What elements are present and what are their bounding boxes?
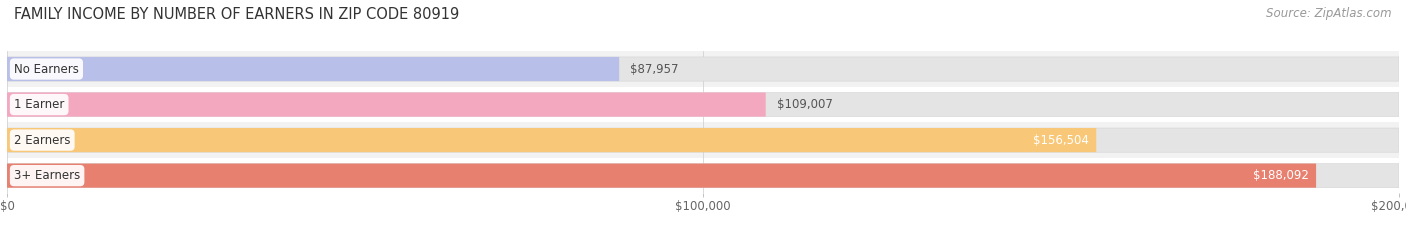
Text: $87,957: $87,957: [630, 62, 679, 75]
Text: No Earners: No Earners: [14, 62, 79, 75]
Text: $109,007: $109,007: [778, 98, 832, 111]
FancyBboxPatch shape: [7, 93, 1399, 117]
FancyBboxPatch shape: [7, 158, 1399, 193]
FancyBboxPatch shape: [7, 164, 1399, 188]
FancyBboxPatch shape: [7, 87, 1399, 122]
FancyBboxPatch shape: [7, 93, 766, 117]
FancyBboxPatch shape: [7, 128, 1097, 152]
FancyBboxPatch shape: [7, 122, 1399, 158]
Text: $188,092: $188,092: [1253, 169, 1309, 182]
FancyBboxPatch shape: [7, 164, 1316, 188]
FancyBboxPatch shape: [7, 57, 619, 81]
FancyBboxPatch shape: [7, 128, 1399, 152]
Text: $156,504: $156,504: [1033, 134, 1090, 147]
Text: 2 Earners: 2 Earners: [14, 134, 70, 147]
Text: 3+ Earners: 3+ Earners: [14, 169, 80, 182]
Text: FAMILY INCOME BY NUMBER OF EARNERS IN ZIP CODE 80919: FAMILY INCOME BY NUMBER OF EARNERS IN ZI…: [14, 7, 460, 22]
FancyBboxPatch shape: [7, 51, 1399, 87]
FancyBboxPatch shape: [7, 57, 1399, 81]
Text: 1 Earner: 1 Earner: [14, 98, 65, 111]
Text: Source: ZipAtlas.com: Source: ZipAtlas.com: [1267, 7, 1392, 20]
